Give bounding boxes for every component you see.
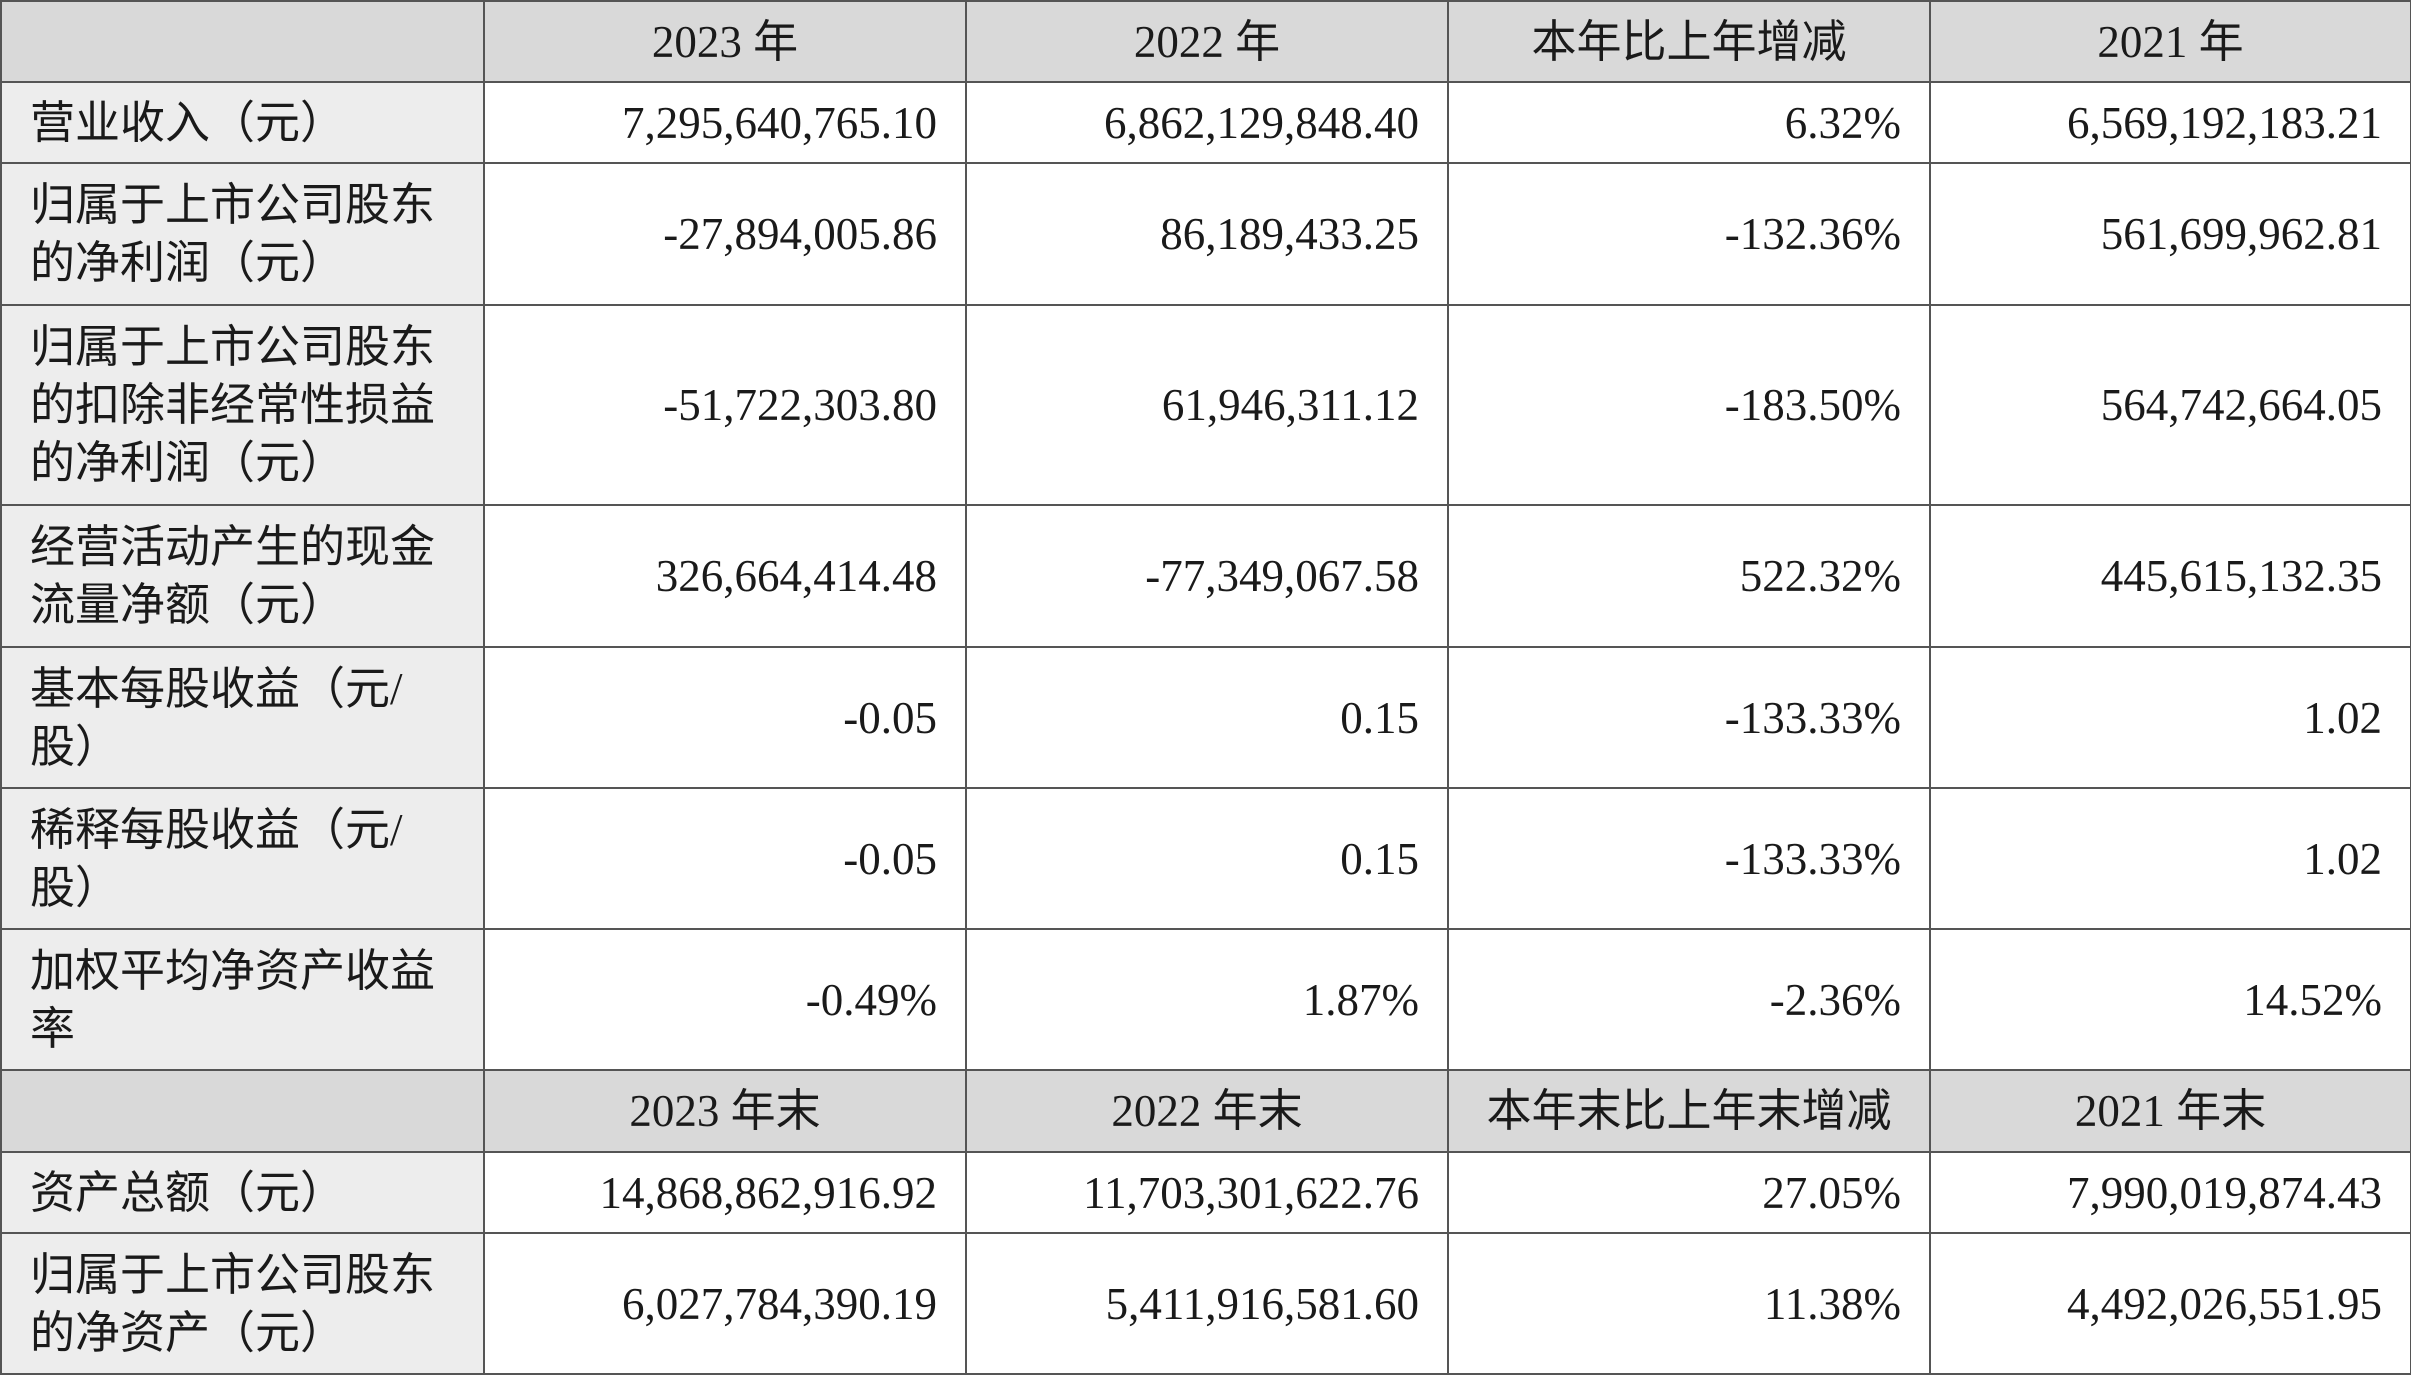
row-label: 经营活动产生的现金流量净额（元）	[0, 504, 485, 648]
row-label: 营业收入（元）	[0, 81, 485, 164]
value-cell: -133.33%	[1447, 787, 1931, 930]
table-row-diluted-eps: 稀释每股收益（元/股） -0.05 0.15 -133.33% 1.02	[0, 787, 2411, 930]
value-cell: -77,349,067.58	[965, 504, 1449, 648]
value-cell: 14,868,862,916.92	[483, 1151, 967, 1234]
value-cell: 61,946,311.12	[965, 304, 1449, 506]
value-cell: 27.05%	[1447, 1151, 1931, 1234]
value-cell: 0.15	[965, 646, 1449, 789]
value-cell: -27,894,005.86	[483, 162, 967, 306]
value-cell: 326,664,414.48	[483, 504, 967, 648]
value-cell: -0.49%	[483, 928, 967, 1071]
value-cell: -0.05	[483, 646, 967, 789]
row-label: 基本每股收益（元/股）	[0, 646, 485, 789]
value-cell: -183.50%	[1447, 304, 1931, 506]
value-cell: -133.33%	[1447, 646, 1931, 789]
header-cell-end-2021: 2021 年末	[1929, 1069, 2411, 1153]
value-cell: 6,862,129,848.40	[965, 81, 1449, 164]
header-cell-yoy-change: 本年比上年增减	[1447, 0, 1931, 83]
header-cell-corner	[0, 0, 485, 83]
row-label: 加权平均净资产收益率	[0, 928, 485, 1071]
header-cell-2023: 2023 年	[483, 0, 967, 83]
header-cell-end-2023: 2023 年末	[483, 1069, 967, 1153]
row-label: 归属于上市公司股东的净利润（元）	[0, 162, 485, 306]
table-row-net-profit: 归属于上市公司股东的净利润（元） -27,894,005.86 86,189,4…	[0, 162, 2411, 306]
header-cell-2021: 2021 年	[1929, 0, 2411, 83]
value-cell: -51,722,303.80	[483, 304, 967, 506]
table-header-row-period: 2023 年 2022 年 本年比上年增减 2021 年	[0, 0, 2411, 83]
value-cell: 6,027,784,390.19	[483, 1232, 967, 1375]
header-cell-end-2022: 2022 年末	[965, 1069, 1449, 1153]
value-cell: 7,990,019,874.43	[1929, 1151, 2411, 1234]
value-cell: 86,189,433.25	[965, 162, 1449, 306]
value-cell: 445,615,132.35	[1929, 504, 2411, 648]
value-cell: 1.02	[1929, 646, 2411, 789]
table-row-operating-cash-flow: 经营活动产生的现金流量净额（元） 326,664,414.48 -77,349,…	[0, 504, 2411, 648]
value-cell: 0.15	[965, 787, 1449, 930]
value-cell: 6,569,192,183.21	[1929, 81, 2411, 164]
header-cell-2022: 2022 年	[965, 0, 1449, 83]
value-cell: -132.36%	[1447, 162, 1931, 306]
table-row-net-assets: 归属于上市公司股东的净资产（元） 6,027,784,390.19 5,411,…	[0, 1232, 2411, 1375]
value-cell: 6.32%	[1447, 81, 1931, 164]
value-cell: 1.87%	[965, 928, 1449, 1071]
value-cell: 14.52%	[1929, 928, 2411, 1071]
value-cell: 522.32%	[1447, 504, 1931, 648]
value-cell: 11,703,301,622.76	[965, 1151, 1449, 1234]
row-label: 归属于上市公司股东的净资产（元）	[0, 1232, 485, 1375]
value-cell: 4,492,026,551.95	[1929, 1232, 2411, 1375]
value-cell: -0.05	[483, 787, 967, 930]
header-cell-yoy-change-end: 本年末比上年末增减	[1447, 1069, 1931, 1153]
value-cell: 11.38%	[1447, 1232, 1931, 1375]
value-cell: 1.02	[1929, 787, 2411, 930]
table-row-total-assets: 资产总额（元） 14,868,862,916.92 11,703,301,622…	[0, 1151, 2411, 1234]
value-cell: 561,699,962.81	[1929, 162, 2411, 306]
row-label: 稀释每股收益（元/股）	[0, 787, 485, 930]
header-cell-corner	[0, 1069, 485, 1153]
table-row-net-profit-excl-nonrecurring: 归属于上市公司股东的扣除非经常性损益的净利润（元） -51,722,303.80…	[0, 304, 2411, 506]
row-label: 归属于上市公司股东的扣除非经常性损益的净利润（元）	[0, 304, 485, 506]
value-cell: 5,411,916,581.60	[965, 1232, 1449, 1375]
table-row-operating-revenue: 营业收入（元） 7,295,640,765.10 6,862,129,848.4…	[0, 81, 2411, 164]
table-header-row-period-end: 2023 年末 2022 年末 本年末比上年末增减 2021 年末	[0, 1069, 2411, 1153]
row-label: 资产总额（元）	[0, 1151, 485, 1234]
table-row-basic-eps: 基本每股收益（元/股） -0.05 0.15 -133.33% 1.02	[0, 646, 2411, 789]
value-cell: 564,742,664.05	[1929, 304, 2411, 506]
table-row-weighted-roe: 加权平均净资产收益率 -0.49% 1.87% -2.36% 14.52%	[0, 928, 2411, 1071]
value-cell: -2.36%	[1447, 928, 1931, 1071]
value-cell: 7,295,640,765.10	[483, 81, 967, 164]
